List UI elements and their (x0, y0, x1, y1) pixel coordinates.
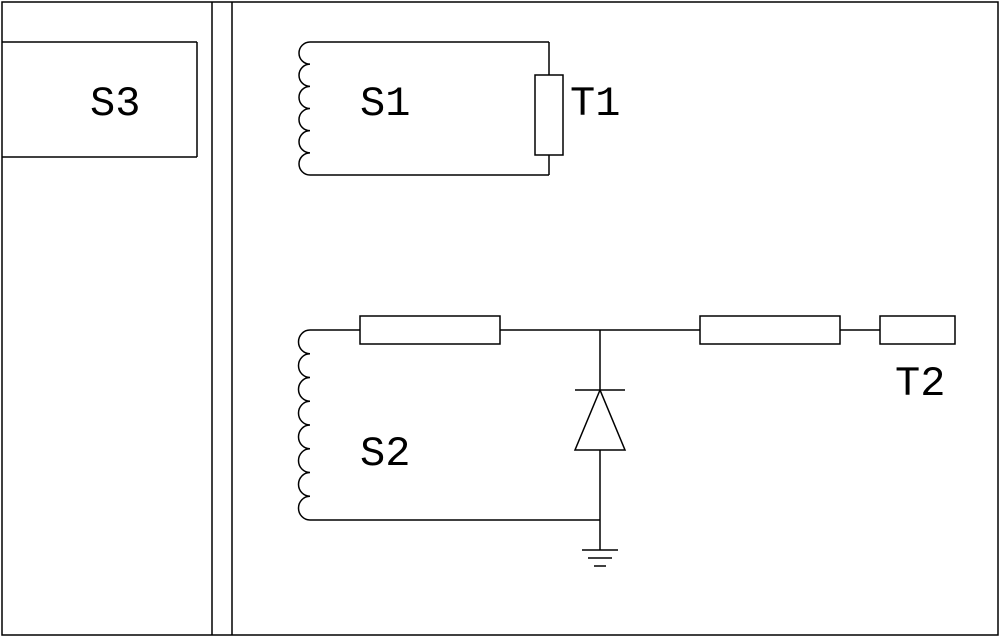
r1-component (360, 316, 500, 344)
t2-component (880, 316, 955, 344)
s1-label: S1 (360, 80, 410, 128)
s3-label: S3 (90, 80, 140, 128)
t1-label: T1 (570, 80, 620, 128)
diode-triangle (575, 390, 625, 450)
r2-component (700, 316, 840, 344)
s2-label: S2 (360, 430, 410, 478)
coil-s2 (299, 330, 311, 520)
circuit-diagram: S3 S1 T1 S2 T2 (0, 0, 1000, 637)
t1-component (535, 75, 563, 155)
coil-s1 (299, 42, 310, 175)
t2-label: T2 (895, 360, 945, 408)
